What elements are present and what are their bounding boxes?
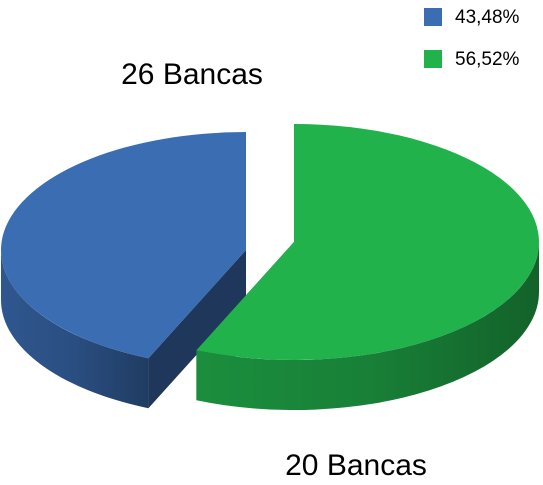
legend-label: 56,52% [455, 49, 520, 70]
slice [0, 132, 247, 359]
slice-side [196, 242, 539, 410]
slice-wall [148, 250, 246, 409]
legend-swatch [424, 50, 442, 68]
annotation: 26 Bancas [121, 58, 263, 91]
legend-label: 43,48% [455, 7, 520, 28]
slice-side [1, 250, 149, 409]
annotation: 20 Bancas [285, 449, 427, 482]
legend-swatch [424, 8, 442, 26]
slice [196, 124, 539, 360]
